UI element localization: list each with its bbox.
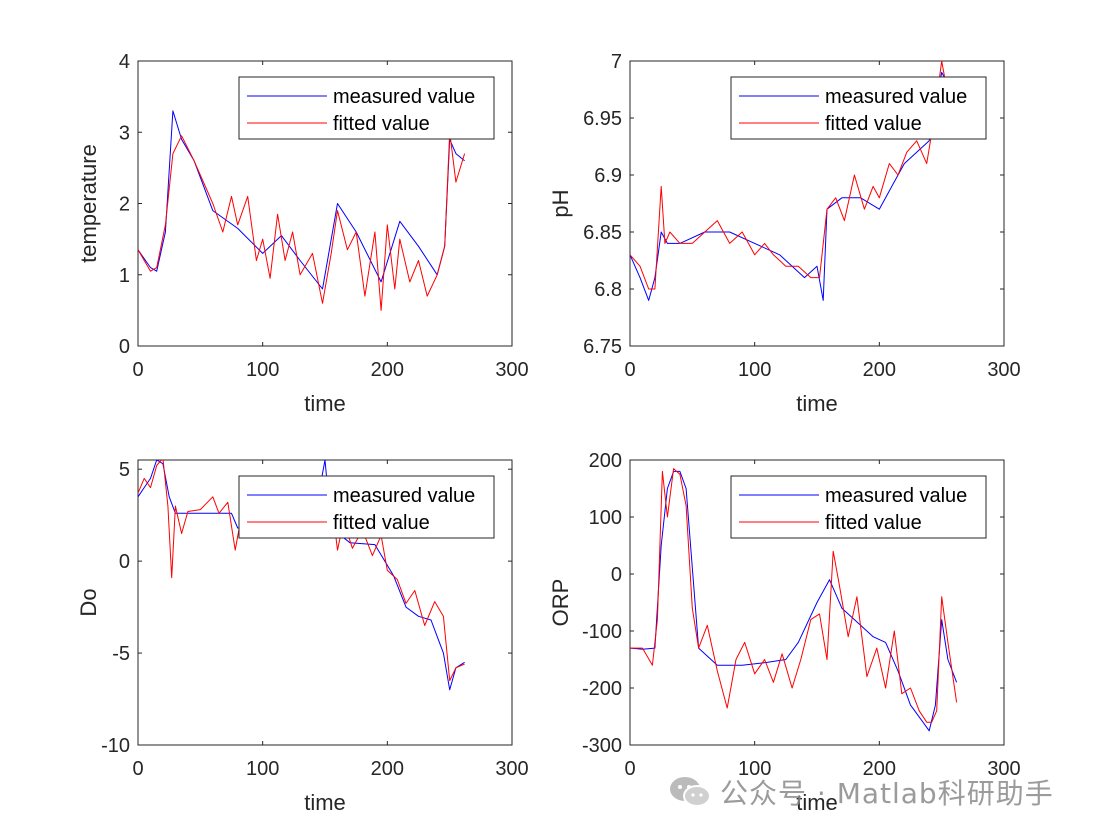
x-tick-label: 300 — [987, 359, 1020, 381]
plot-area — [630, 468, 958, 732]
y-tick-label: -5 — [112, 643, 130, 665]
y-tick-label: -200 — [582, 678, 622, 700]
series-line-fitted — [138, 131, 466, 311]
y-tick-label: 4 — [119, 51, 130, 73]
legend: measured value fitted value — [730, 76, 987, 140]
y-tick-label: 1 — [119, 265, 130, 287]
y-tick-label: 3 — [119, 122, 130, 144]
x-tick-label: 0 — [624, 359, 635, 381]
x-tick-label: 0 — [132, 359, 143, 381]
x-tick-label: 100 — [246, 758, 279, 780]
subplot-orp: 0 100 200 300 -300 -200 -100 0 100 200 time ORP meas… — [548, 450, 1021, 815]
y-tick-label: 6.8 — [594, 279, 622, 301]
x-axis-label: time — [304, 790, 346, 815]
x-tick-label: 100 — [738, 359, 771, 381]
x-tick-label: 200 — [863, 758, 896, 780]
y-axis-label: Do — [76, 588, 101, 616]
x-tick-label: 100 — [738, 758, 771, 780]
legend-box — [238, 76, 495, 140]
series-line-measured — [630, 470, 958, 732]
legend: measured value fitted value — [238, 76, 495, 140]
watermark-text: 公众号 · Matlab科研助手 — [720, 777, 1054, 810]
y-tick-label: 6.9 — [594, 165, 622, 187]
watermark: 公众号 · Matlab科研助手 — [668, 772, 1054, 812]
legend-entry: measured value — [333, 485, 475, 507]
subplot-ph: 0 100 200 300 6.75 6.8 6.85 6.9 6.95 7 time pH measu… — [548, 51, 1021, 416]
legend-box — [238, 475, 495, 539]
series-line-measured — [630, 71, 958, 301]
y-tick-label: 0 — [119, 336, 130, 358]
y-tick-label: 200 — [589, 450, 622, 472]
x-tick-label: 200 — [371, 758, 404, 780]
legend-box — [730, 76, 987, 140]
y-tick-label: -300 — [582, 735, 622, 757]
x-tick-label: 300 — [987, 758, 1020, 780]
y-tick-label: -100 — [582, 621, 622, 643]
legend-entry: measured value — [825, 86, 967, 108]
y-tick-label: -10 — [101, 735, 130, 757]
legend-entry: measured value — [333, 86, 475, 108]
y-tick-label: 0 — [119, 551, 130, 573]
y-tick-label: 6.85 — [583, 222, 622, 244]
y-axis-label: ORP — [548, 579, 573, 627]
legend-entry: fitted value — [333, 512, 430, 534]
legend: measured value fitted value — [238, 475, 495, 539]
y-tick-label: 7 — [611, 51, 622, 73]
y-tick-label: 2 — [119, 194, 130, 216]
wechat-icon — [670, 777, 711, 807]
x-axis-label: time — [304, 391, 346, 416]
x-tick-label: 0 — [132, 758, 143, 780]
subplot-temperature: 0 100 200 300 0 1 2 3 4 time temperature measured v… — [76, 51, 529, 416]
y-axis-label: temperature — [76, 144, 101, 263]
y-tick-label: 5 — [119, 459, 130, 481]
y-tick-label: 6.95 — [583, 108, 622, 130]
x-tick-label: 300 — [495, 359, 528, 381]
plot-area — [630, 61, 958, 301]
legend-entry: fitted value — [333, 113, 430, 135]
legend-entry: measured value — [825, 485, 967, 507]
x-tick-label: 100 — [246, 359, 279, 381]
y-tick-label: 100 — [589, 507, 622, 529]
legend-box — [730, 475, 987, 539]
x-tick-label: 200 — [863, 359, 896, 381]
series-line-fitted — [630, 61, 957, 290]
x-tick-label: 0 — [624, 758, 635, 780]
x-tick-label: 300 — [495, 758, 528, 780]
legend-entry: fitted value — [825, 113, 922, 135]
y-tick-label: 0 — [611, 564, 622, 586]
x-axis-label: time — [796, 790, 838, 815]
series-line-fitted — [630, 468, 958, 723]
x-tick-label: 200 — [371, 359, 404, 381]
y-tick-label: 6.75 — [583, 336, 622, 358]
y-axis-label: pH — [548, 189, 573, 217]
plot-area — [138, 110, 466, 311]
legend-entry: fitted value — [825, 512, 922, 534]
subplot-do: 0 100 200 300 -10 -5 0 5 time Do measured value fit… — [76, 459, 529, 815]
x-axis-label: time — [796, 391, 838, 416]
legend: measured value fitted value — [730, 475, 987, 539]
